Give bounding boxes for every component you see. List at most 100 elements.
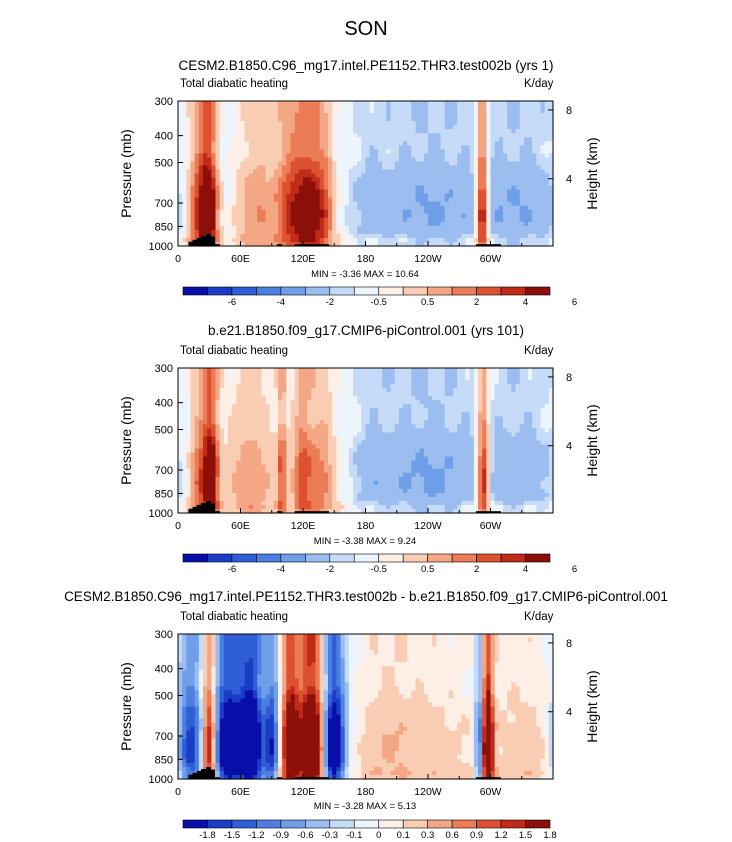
heatmap-cell (440, 420, 446, 425)
heatmap-cell (290, 133, 296, 138)
heatmap-cell (511, 125, 517, 130)
heatmap-cell (215, 205, 221, 211)
heatmap-cell (228, 109, 233, 114)
heatmap-cell (394, 141, 400, 146)
heatmap-cell (182, 101, 187, 106)
heatmap-cell (423, 209, 429, 215)
heatmap-cell (257, 161, 262, 167)
heatmap-cell (448, 237, 454, 243)
heatmap-cell (303, 177, 308, 183)
heatmap-cell (303, 241, 308, 247)
heatmap-cell (378, 145, 383, 150)
heatmap-cell (386, 121, 392, 126)
heatmap-cell (228, 404, 233, 409)
heatmap-cell (348, 169, 354, 175)
heatmap-cell (257, 125, 262, 130)
heatmap-cell (240, 416, 246, 421)
heatmap-cell (198, 209, 204, 215)
heatmap-cell (194, 121, 200, 126)
heatmap-cell (469, 137, 475, 142)
heatmap-cell (419, 185, 425, 191)
heatmap-cell (361, 368, 367, 373)
heatmap-cell (494, 225, 500, 231)
heatmap-cell (182, 436, 187, 442)
heatmap-cell (469, 388, 475, 393)
heatmap-cell (465, 380, 471, 385)
heatmap-cell (448, 241, 454, 247)
heatmap-cell (423, 197, 429, 203)
heatmap-cell (236, 380, 242, 385)
heatmap-cell (394, 125, 400, 130)
heatmap-cell (390, 141, 396, 146)
heatmap-cell (453, 380, 458, 385)
heatmap-cell (186, 380, 192, 385)
heatmap-cell (482, 105, 487, 110)
heatmap-cell (236, 129, 242, 134)
heatmap-cell (307, 241, 312, 247)
heatmap-cell (519, 161, 525, 167)
heatmap-cell (211, 241, 217, 247)
heatmap-cell (465, 420, 471, 425)
heatmap-cell (203, 161, 208, 167)
heatmap-cell (490, 185, 496, 191)
heatmap-cell (336, 416, 342, 421)
heatmap-cell (273, 137, 279, 142)
heatmap-cell (232, 153, 237, 158)
heatmap-cell (190, 101, 196, 106)
heatmap-cell (311, 241, 317, 247)
heatmap-cell (428, 161, 433, 167)
heatmap-cell (328, 412, 333, 417)
heatmap-cell (482, 424, 487, 430)
heatmap-cell (290, 165, 296, 171)
heatmap-cell (228, 177, 233, 183)
heatmap-cell (265, 197, 271, 203)
heatmap-cell (423, 141, 429, 146)
heatmap-cell (473, 209, 479, 215)
heatmap-cell (340, 217, 346, 223)
heatmap-cell (294, 205, 300, 211)
heatmap-cell (432, 137, 437, 142)
heatmap-cell (240, 440, 246, 446)
heatmap-cell (482, 177, 487, 183)
heatmap-cell (261, 400, 267, 405)
heatmap-cell (469, 205, 475, 211)
heatmap-cell (219, 185, 225, 191)
heatmap-cell (311, 416, 317, 421)
heatmap-cell (548, 380, 554, 385)
heatmap-cell (494, 412, 500, 417)
heatmap-cell (365, 376, 371, 381)
heatmap-cell (432, 412, 437, 417)
heatmap-cell (248, 368, 254, 373)
heatmap-cell (461, 412, 467, 417)
heatmap-cell (211, 133, 217, 138)
heatmap-cell (461, 229, 467, 235)
x-tick-label: 120E (291, 253, 316, 265)
heatmap-cell (490, 201, 496, 207)
heatmap-cell (478, 125, 483, 130)
heatmap-cell (419, 149, 425, 154)
heatmap-cell (198, 117, 204, 122)
heatmap-cell (261, 432, 267, 438)
heatmap-cell (236, 376, 242, 381)
heatmap-cell (248, 412, 254, 417)
heatmap-cell (307, 157, 312, 163)
heatmap-cell (390, 241, 396, 247)
heatmap-cell (365, 213, 371, 219)
heatmap-cell (382, 137, 387, 142)
heatmap-cell (278, 205, 283, 211)
heatmap-cell (219, 221, 225, 227)
heatmap-cell (486, 161, 492, 167)
heatmap-cell (369, 185, 375, 191)
heatmap-cell (228, 197, 233, 203)
heatmap-cell (340, 428, 346, 434)
heatmap-cell (532, 400, 537, 405)
heatmap-cell (273, 145, 279, 150)
heatmap-cell (298, 408, 304, 413)
heatmap-cell (353, 229, 358, 235)
heatmap-cell (378, 388, 383, 393)
heatmap-cell (494, 165, 500, 171)
heatmap-cell (461, 201, 467, 207)
heatmap-cell (386, 105, 392, 110)
heatmap-cell (494, 101, 500, 106)
heatmap-cell (182, 233, 187, 239)
